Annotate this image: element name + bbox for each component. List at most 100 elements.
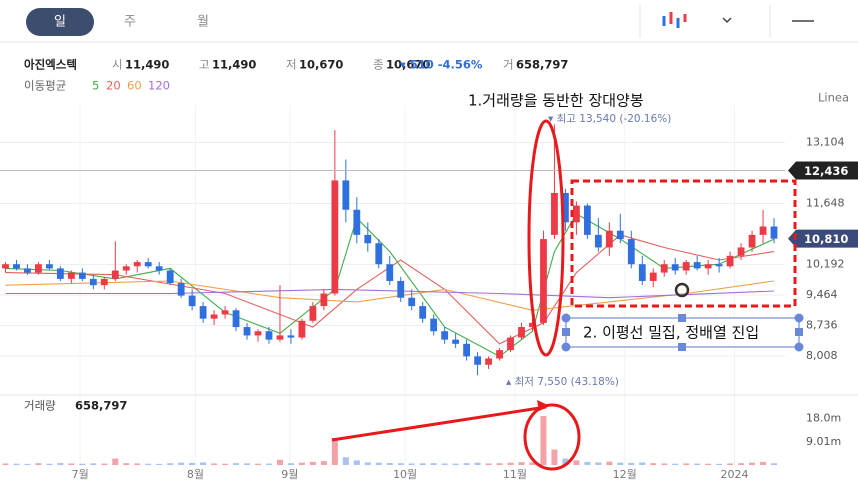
candle-body [693,262,701,269]
tab[interactable]: 일 [54,15,66,30]
volume-bar [529,462,536,465]
ma-legend-entry: 120 [148,79,170,93]
volume-value: 658,797 [75,399,127,413]
info-value: 10,670 [299,58,343,72]
candle-body [177,283,185,296]
volume-bar [309,461,316,465]
annotation-box [561,313,804,352]
x-tick-label: 2024 [720,468,748,481]
volume-bar [200,462,207,465]
candle-body [583,205,591,235]
volume-bar [474,462,481,465]
candle-body [770,226,778,239]
candle-body [594,234,602,248]
ma-legend-entry: 20 [106,79,121,93]
active-tab-bg [26,8,94,36]
volume-bar [760,461,767,465]
candle-body [518,327,525,338]
chart-type-icon[interactable] [662,12,687,28]
candle-body [551,192,558,235]
y-tick-label: 9.01m [806,435,841,448]
ma-title: 이동평균 [24,79,66,93]
volume-bar [771,463,778,465]
volume-bar [397,463,404,465]
candle-body [46,264,53,269]
x-tick-label: 8월 [187,468,204,481]
info-items: 시 11,490 고 11,490 저 10,670 종 10,670▾ 510 -4.56%… [112,58,568,72]
candle-body [660,264,668,273]
volume-bar [639,462,646,465]
info-label: 종 [373,58,384,72]
candle-body [485,358,492,365]
dropdown-icon[interactable] [722,17,732,24]
candle-body [155,266,163,271]
candle-body [452,339,460,344]
volume-bar [716,463,723,465]
candle-body [67,272,75,279]
candle-body [737,247,745,256]
volume-bar [496,463,503,465]
volume-bar [364,462,371,465]
candle-body [572,205,580,223]
volume-bar [551,449,558,465]
volume-bar [353,460,360,465]
anchor-icon [674,282,690,298]
candle-body [759,226,767,235]
candle-body [496,350,503,359]
volume-bar [507,462,514,465]
x-tick-label: 7월 [72,468,89,481]
volume-bar [661,463,668,465]
high-label: ▾ 최고 13,540 (-20.16%) [548,113,671,125]
candle-body [35,264,42,273]
candle-body [133,262,141,267]
volume-bar [441,463,448,465]
volume-bar [749,462,756,465]
info-label: 고 [199,58,210,72]
candle-body [364,234,372,244]
volume-bar [123,463,130,465]
candle-body [111,270,119,279]
candle-body [408,297,416,307]
highlight-box [570,179,797,308]
candle-body [276,335,284,340]
price-change: ▾ 510 -4.56% [400,58,483,72]
info-value: 11,490 [125,58,169,72]
volume-bar [331,437,338,465]
candle-body [474,356,481,365]
volume-bar [386,462,393,465]
volume-title: 거래량 [24,399,56,413]
volume-bar [694,463,701,465]
volume-bar [419,463,426,465]
candle-body [243,327,251,336]
candle-body [13,264,20,269]
candle-body [386,264,394,281]
candle-body [56,268,64,279]
volume-bar [562,458,569,465]
y-tick-label: 10,192 [806,258,845,271]
volume-bar [573,460,580,465]
volume-bar [518,462,525,465]
price-tag [788,229,858,248]
volume-bar [298,462,305,465]
y-tick-label: 8,008 [806,349,838,362]
candle-body [704,264,712,269]
price-panel: 8,008 8,736 9,464 10,192 11,648 13,104 7월 8월 9월 1… [0,105,858,481]
volume-bar [683,463,690,465]
volume-bar [90,463,97,465]
volume-bar [68,463,75,465]
candle-body [342,180,350,210]
tab[interactable]: 월 [197,15,209,30]
candle-body [441,331,449,340]
candle-body [232,310,240,328]
volume-bar [145,463,152,465]
candle-body [188,295,196,307]
volume-bar [265,463,273,465]
tab[interactable]: 주 [124,15,136,30]
volume-bar [112,458,119,465]
candle-body [540,239,547,323]
volume-bar [705,463,712,465]
ma-legend-entry: 5 [92,79,99,93]
candle-body [331,180,339,294]
candle-body [463,343,471,357]
